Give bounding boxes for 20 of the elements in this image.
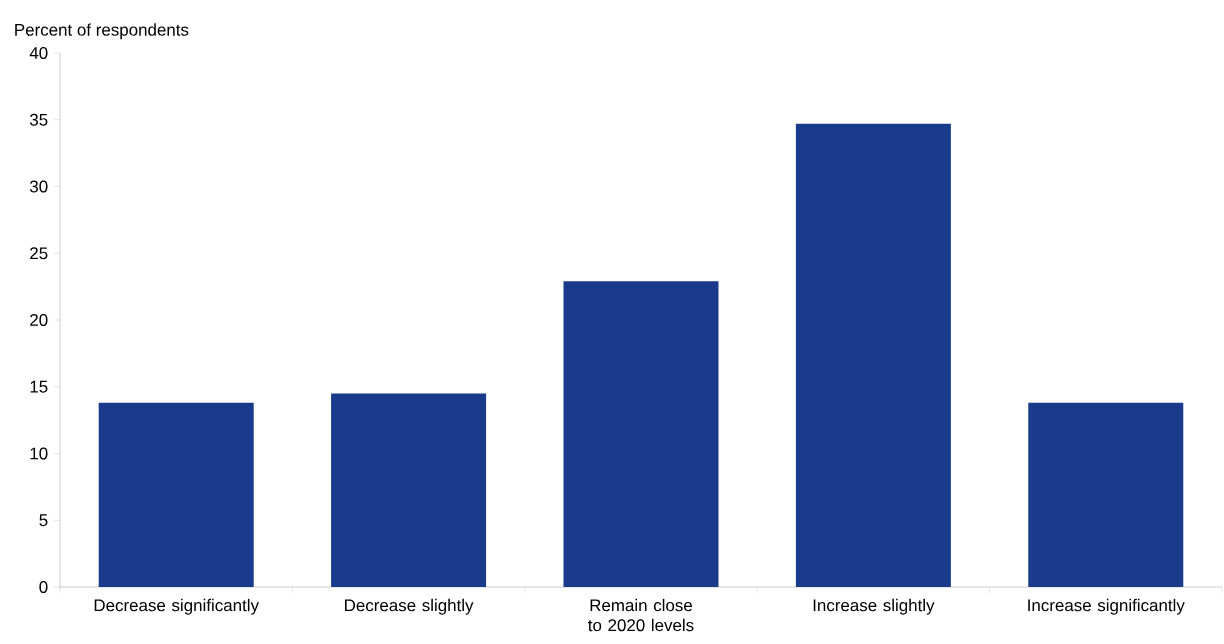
y-tick-label: 20 [30, 314, 48, 326]
bar [331, 393, 487, 587]
bar [563, 281, 719, 587]
x-tick-label: Increase slightly [813, 598, 935, 615]
y-tick-label: 40 [29, 47, 48, 59]
y-tick-label: 35 [29, 113, 48, 126]
x-tick-label: Decrease significantly [94, 598, 259, 615]
x-tick-label: Remain close to 2020 levels [588, 598, 694, 632]
y-tick-label: 10 [30, 447, 48, 460]
y-axis-title: Percent of respondents [15, 23, 189, 40]
y-tick-label: 25 [30, 247, 48, 260]
y-tick-label: 0 [39, 581, 48, 593]
y-tick-label: 30 [29, 180, 48, 193]
y-tick-label: 5 [39, 514, 48, 527]
bar [1028, 402, 1184, 587]
x-tick-label: Increase significantly [1028, 598, 1185, 615]
bar [98, 402, 254, 587]
y-tick-label: 15 [30, 380, 48, 393]
bar [795, 123, 951, 587]
x-tick-label: Decrease slightly [345, 598, 474, 615]
